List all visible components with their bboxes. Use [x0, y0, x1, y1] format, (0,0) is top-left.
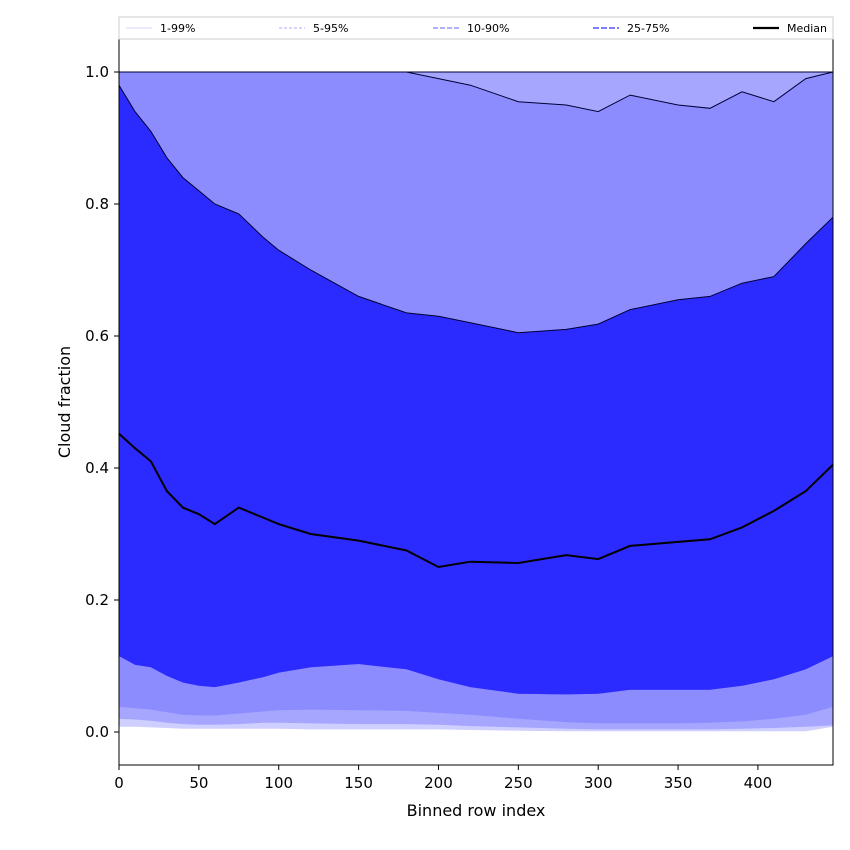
y-tick-label: 1.0 — [85, 63, 109, 81]
median-layer — [118, 432, 834, 569]
x-tick-label: 300 — [584, 774, 613, 792]
legend-frame — [118, 16, 834, 40]
legend-label: 5-95% — [313, 22, 348, 35]
y-tick-label: 0.0 — [85, 723, 109, 741]
legend-label: Median — [787, 22, 827, 35]
x-tick-label: 400 — [744, 774, 773, 792]
y-tick-label: 0.2 — [85, 591, 109, 609]
x-tick-label: 350 — [664, 774, 693, 792]
legend-label: 1-99% — [160, 22, 195, 35]
x-tick-label: 50 — [189, 774, 208, 792]
x-tick-label: 200 — [424, 774, 453, 792]
x-tick-label: 100 — [264, 774, 293, 792]
x-axis-label: Binned row index — [407, 801, 546, 820]
x-tick-label: 150 — [344, 774, 373, 792]
band-interquartile-fill — [119, 85, 833, 695]
y-axis: 0.0 0.2 0.4 0.6 0.8 1.0 — [85, 63, 119, 741]
x-axis: 0 50 100 150 200 250 300 350 400 — [114, 765, 772, 792]
legend: 1-99% 5-95% 10-90% 25-75% Median — [118, 16, 834, 40]
legend-label: 25-75% — [627, 22, 669, 35]
y-tick-label: 0.6 — [85, 327, 109, 345]
legend-label: 10-90% — [467, 22, 509, 35]
x-tick-label: 250 — [504, 774, 533, 792]
x-tick-label: 0 — [114, 774, 124, 792]
band-edge-25-75pct — [118, 84, 834, 334]
bands-layer — [118, 71, 834, 732]
y-tick-label: 0.8 — [85, 195, 109, 213]
median-line — [118, 432, 834, 569]
y-axis-label: Cloud fraction — [55, 346, 74, 458]
y-tick-label: 0.4 — [85, 459, 109, 477]
